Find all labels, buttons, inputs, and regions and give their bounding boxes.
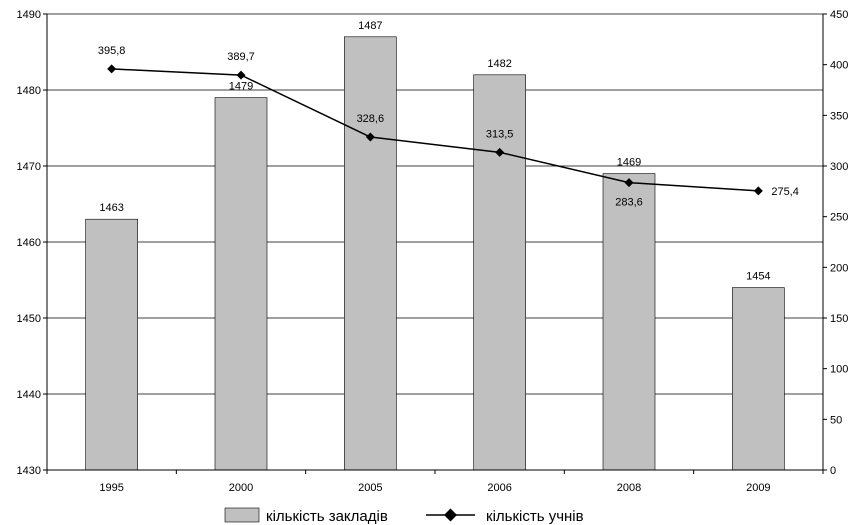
legend-line-label: кількість учнів [486,508,584,525]
axes [43,13,827,474]
right-tick-label: 150 [830,313,848,325]
line-point [107,64,117,74]
left-tick-label: 1450 [17,313,41,325]
legend: кількість закладів кількість учнів [224,507,584,525]
bar [344,36,397,471]
right-tick-label: 300 [830,161,848,173]
legend-diamond-marker [444,508,457,522]
line-point [365,132,375,142]
right-axis-ticks: 0 50 100 150 200 250 300 350 400 450 [830,9,848,477]
bar-data-labels: 1463 1479 1487 1482 1469 1454 [99,20,770,283]
bar-data-label: 1463 [99,202,123,214]
right-tick-label: 350 [830,110,848,122]
x-axis-ticks: 1995 2000 2005 2006 2008 2009 [99,482,770,494]
legend-bar-swatch [224,507,260,523]
left-axis-ticks: 1430 1440 1450 1460 1470 1480 1490 [17,9,41,477]
left-tick-label: 1490 [17,9,41,21]
line-path [111,68,759,192]
x-tick-label: 2006 [487,482,511,494]
right-tick-label: 0 [830,465,836,477]
line-data-label: 389,7 [227,51,255,63]
right-tick-label: 400 [830,60,848,72]
line-point [624,178,634,188]
line-data-label: 275,4 [771,186,799,198]
line-data-label: 395,8 [98,45,126,57]
line-series [107,64,763,196]
right-tick-label: 200 [830,262,848,274]
right-tick-label: 450 [830,9,848,21]
x-tick-label: 2000 [229,482,253,494]
x-tick-label: 2009 [746,482,770,494]
left-tick-label: 1440 [17,389,41,401]
right-tick-label: 100 [830,364,848,376]
x-tick-label: 1995 [99,482,123,494]
bar-data-label: 1479 [229,81,253,93]
grid [47,13,823,395]
line-data-label: 283,6 [615,197,643,209]
line-point [236,70,246,80]
bars [85,36,785,471]
line-data-label: 313,5 [486,128,514,140]
bar-data-label: 1454 [746,271,770,283]
bar [602,173,656,471]
bar [85,218,138,471]
x-tick-label: 2005 [358,482,382,494]
bar [214,97,268,471]
left-tick-label: 1480 [17,85,41,97]
left-tick-label: 1460 [17,237,41,249]
line-data-label: 328,6 [357,113,385,125]
line-point [753,186,763,196]
x-tick-label: 2008 [617,482,641,494]
left-tick-label: 1430 [17,465,41,477]
line-point [495,147,505,157]
bar-data-label: 1469 [617,157,641,169]
right-tick-label: 250 [830,212,848,224]
bar-data-label: 1487 [358,20,382,32]
right-tick-label: 50 [830,414,842,426]
left-tick-label: 1470 [17,161,41,173]
bar [732,287,785,471]
bar-data-label: 1482 [487,58,511,70]
line-data-labels: 395,8 389,7 328,6 313,5 283,6 275,4 [98,45,799,209]
legend-bar-label: кількість закладів [266,508,388,525]
